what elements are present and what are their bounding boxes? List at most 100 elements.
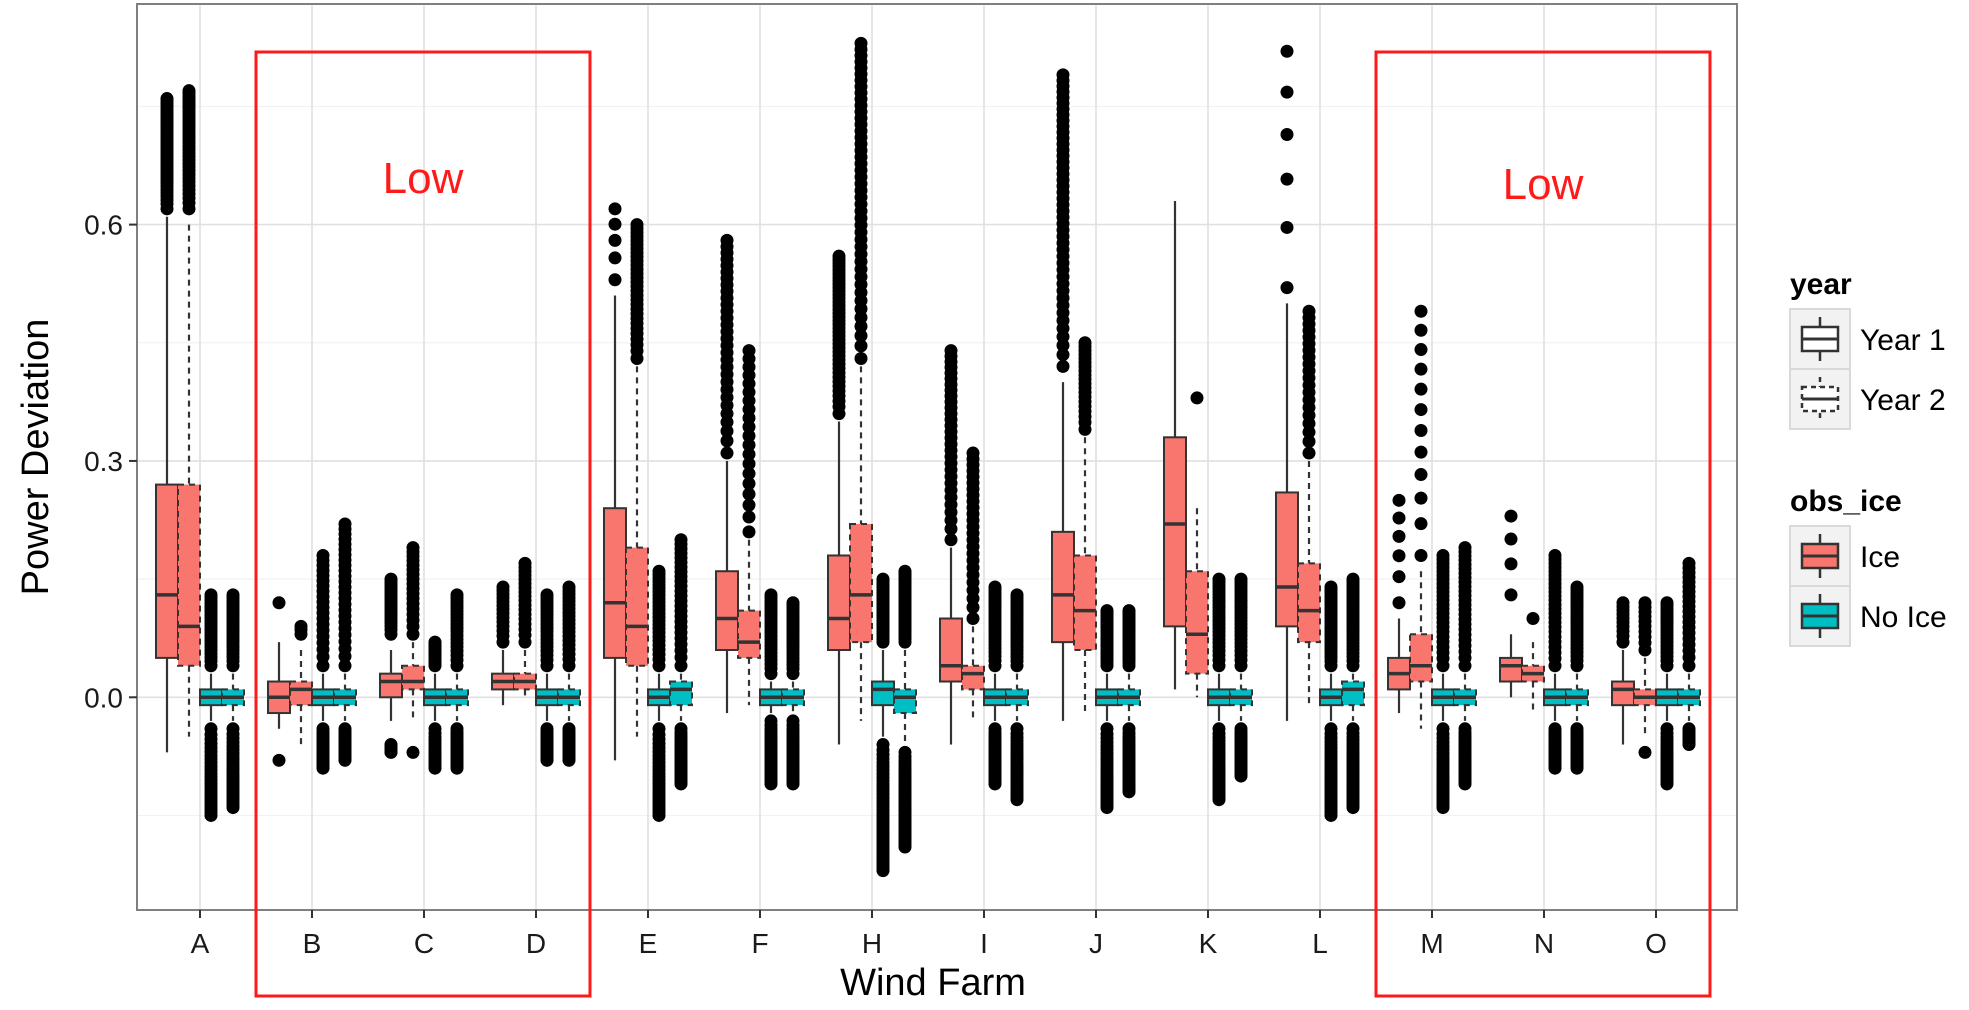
outlier-point [226, 801, 240, 815]
legend-label: Year 1 [1860, 324, 1946, 357]
outlier-point [742, 487, 756, 501]
outlier-point [652, 564, 666, 578]
box-E-NoIce-Year2 [669, 533, 693, 791]
box-D-NoIce-Year2 [557, 580, 581, 767]
outlier-point [1280, 220, 1294, 234]
outlier-point [406, 745, 420, 759]
outlier-point [1682, 738, 1696, 752]
outlier-point [1414, 403, 1428, 417]
legend-label: No Ice [1860, 601, 1947, 634]
outlier-point [742, 457, 756, 471]
box-F-Ice-Year2 [737, 344, 761, 706]
outlier-point [652, 808, 666, 822]
box-iqr [1409, 633, 1433, 683]
box-C-NoIce-Year2 [445, 588, 469, 775]
box-A-Ice-Year2 [177, 84, 201, 737]
highlight-box [254, 50, 592, 998]
box-N-NoIce-Year1 [1543, 548, 1567, 775]
outlier-point [1346, 572, 1360, 586]
box-L-NoIce-Year1 [1319, 580, 1343, 822]
box-iqr [155, 483, 179, 659]
outlier-point [294, 619, 308, 633]
outlier-point [1122, 785, 1136, 799]
outlier-point [854, 329, 868, 343]
outlier-point [988, 580, 1002, 594]
outlier-point [898, 564, 912, 578]
outlier-point [1414, 468, 1428, 482]
outlier-point [540, 753, 554, 767]
box-M-Ice-Year2 [1409, 304, 1433, 729]
outlier-point [944, 533, 958, 547]
outlier-point [608, 217, 622, 231]
outlier-point [854, 339, 868, 353]
outlier-point [1570, 761, 1584, 775]
y-tick-label: 0.3 [84, 446, 123, 477]
legend-title-obs-ice: obs_ice [1790, 485, 1902, 518]
outlier-point [1324, 808, 1338, 822]
outlier-point [898, 840, 912, 854]
box-iqr [737, 609, 761, 659]
highlight-label: Low [383, 154, 464, 203]
box-iqr [849, 522, 873, 644]
outlier-point [1010, 588, 1024, 602]
outlier-point [1100, 604, 1114, 618]
outlier-point [1302, 446, 1316, 460]
outlier-point [1414, 424, 1428, 438]
outlier-point [1392, 549, 1406, 563]
outlier-point [966, 600, 980, 614]
box-J-Ice-Year1 [1051, 68, 1075, 721]
outlier-point [608, 233, 622, 247]
outlier-point [338, 753, 352, 767]
outlier-point [1302, 434, 1316, 448]
highlight-label: Low [1503, 160, 1584, 209]
outlier-point [1414, 343, 1428, 357]
outlier-point [742, 429, 756, 443]
y-tick-label: 0.6 [84, 210, 123, 241]
outlier-point [854, 319, 868, 333]
outlier-point [1212, 572, 1226, 586]
outlier-point [406, 541, 420, 555]
outlier-point [742, 477, 756, 491]
box-D-NoIce-Year1 [535, 588, 559, 767]
box-iqr [1297, 562, 1321, 644]
grid-lines [137, 4, 1737, 910]
box-D-Ice-Year2 [513, 556, 537, 698]
outlier-point [272, 596, 286, 610]
box-C-Ice-Year1 [379, 572, 403, 759]
outlier-point [338, 659, 352, 673]
outlier-point [764, 777, 778, 791]
box-M-NoIce-Year2 [1453, 541, 1477, 791]
outlier-point [674, 777, 688, 791]
box-iqr [1499, 656, 1523, 683]
box-iqr [379, 672, 403, 699]
box-C-Ice-Year2 [401, 541, 425, 759]
outlier-point [1414, 491, 1428, 505]
box-L-NoIce-Year2 [1341, 572, 1365, 815]
x-tick-label: A [191, 928, 210, 959]
box-H-NoIce-Year2 [893, 564, 917, 854]
outlier-point [832, 249, 846, 263]
x-tick-label: B [303, 928, 322, 959]
outlier-point [1324, 580, 1338, 594]
outlier-point [1638, 596, 1652, 610]
x-tick-label: M [1420, 928, 1443, 959]
outlier-point [1346, 801, 1360, 815]
box-H-Ice-Year1 [827, 249, 851, 745]
x-tick-label: I [980, 928, 988, 959]
outlier-point [742, 467, 756, 481]
box-O-Ice-Year2 [1633, 596, 1657, 759]
box-E-Ice-Year2 [625, 218, 649, 737]
plot-area [137, 4, 1737, 910]
outlier-point [720, 424, 734, 438]
x-tick-label: K [1199, 928, 1218, 959]
outlier-point [720, 434, 734, 448]
outlier-point [1392, 493, 1406, 507]
x-axis-title: Wind Farm [840, 962, 1026, 1004]
y-axis-title: Power Deviation [15, 319, 57, 596]
box-iqr [289, 680, 313, 707]
box-iqr [871, 680, 895, 707]
box-N-NoIce-Year2 [1565, 580, 1589, 775]
box-K-Ice-Year1 [1163, 200, 1187, 690]
box-A-NoIce-Year2 [221, 588, 245, 815]
